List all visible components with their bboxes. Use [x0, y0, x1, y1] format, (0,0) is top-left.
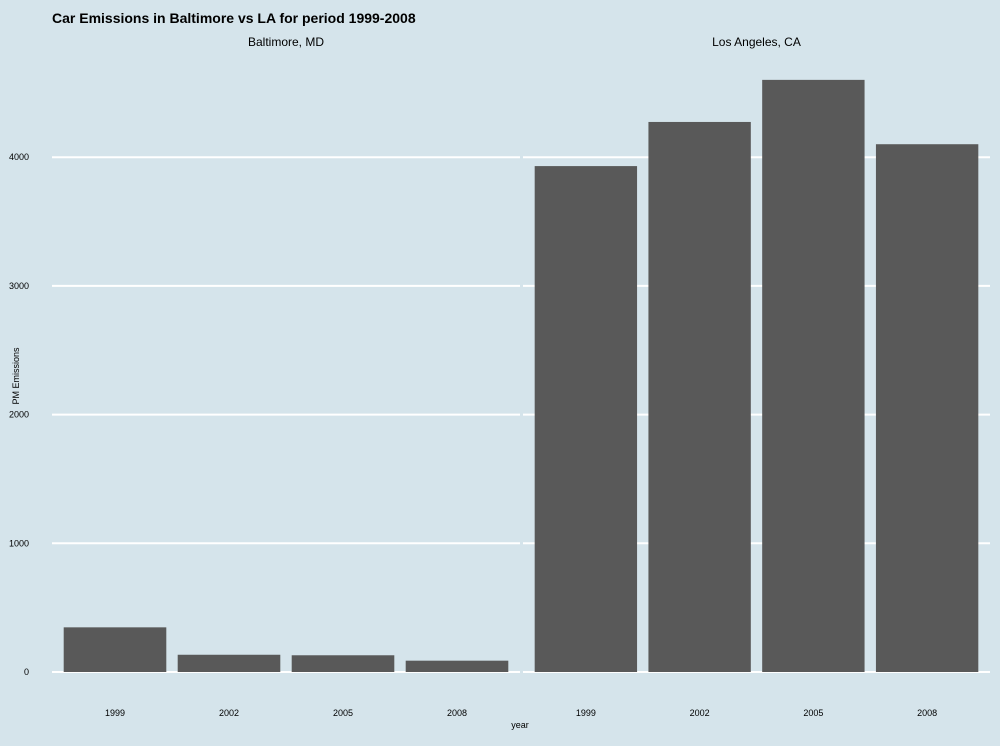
chart-title: Car Emissions in Baltimore vs LA for per… — [52, 10, 416, 26]
bar — [63, 627, 167, 672]
x-tick-label: 2005 — [803, 708, 823, 718]
bar — [534, 166, 638, 672]
y-tick-label: 1000 — [9, 538, 29, 548]
facet-label: Los Angeles, CA — [712, 35, 801, 49]
y-tick-label: 2000 — [9, 410, 29, 420]
x-tick-label: 2002 — [219, 708, 239, 718]
x-tick-label: 1999 — [105, 708, 125, 718]
y-tick-label: 3000 — [9, 281, 29, 291]
x-tick-label: 2008 — [447, 708, 467, 718]
y-tick-label: 4000 — [9, 152, 29, 162]
facet-label: Baltimore, MD — [248, 35, 324, 49]
bar — [875, 144, 979, 673]
x-axis-label: year — [511, 720, 529, 730]
x-tick-label: 2002 — [690, 708, 710, 718]
plot-layer: 0 1000 2000 3000 4000 Baltimore, MD 1999 2002 20… — [9, 35, 990, 718]
x-tick-label: 2005 — [333, 708, 353, 718]
x-tick-label: 2008 — [917, 708, 937, 718]
y-axis-label: PM Emissions — [11, 347, 21, 405]
bar — [762, 79, 865, 672]
bar — [177, 654, 281, 672]
bar — [291, 655, 395, 672]
bar — [648, 121, 751, 673]
y-tick-label: 0 — [24, 667, 29, 677]
x-tick-label: 1999 — [576, 708, 596, 718]
bar — [405, 660, 509, 672]
